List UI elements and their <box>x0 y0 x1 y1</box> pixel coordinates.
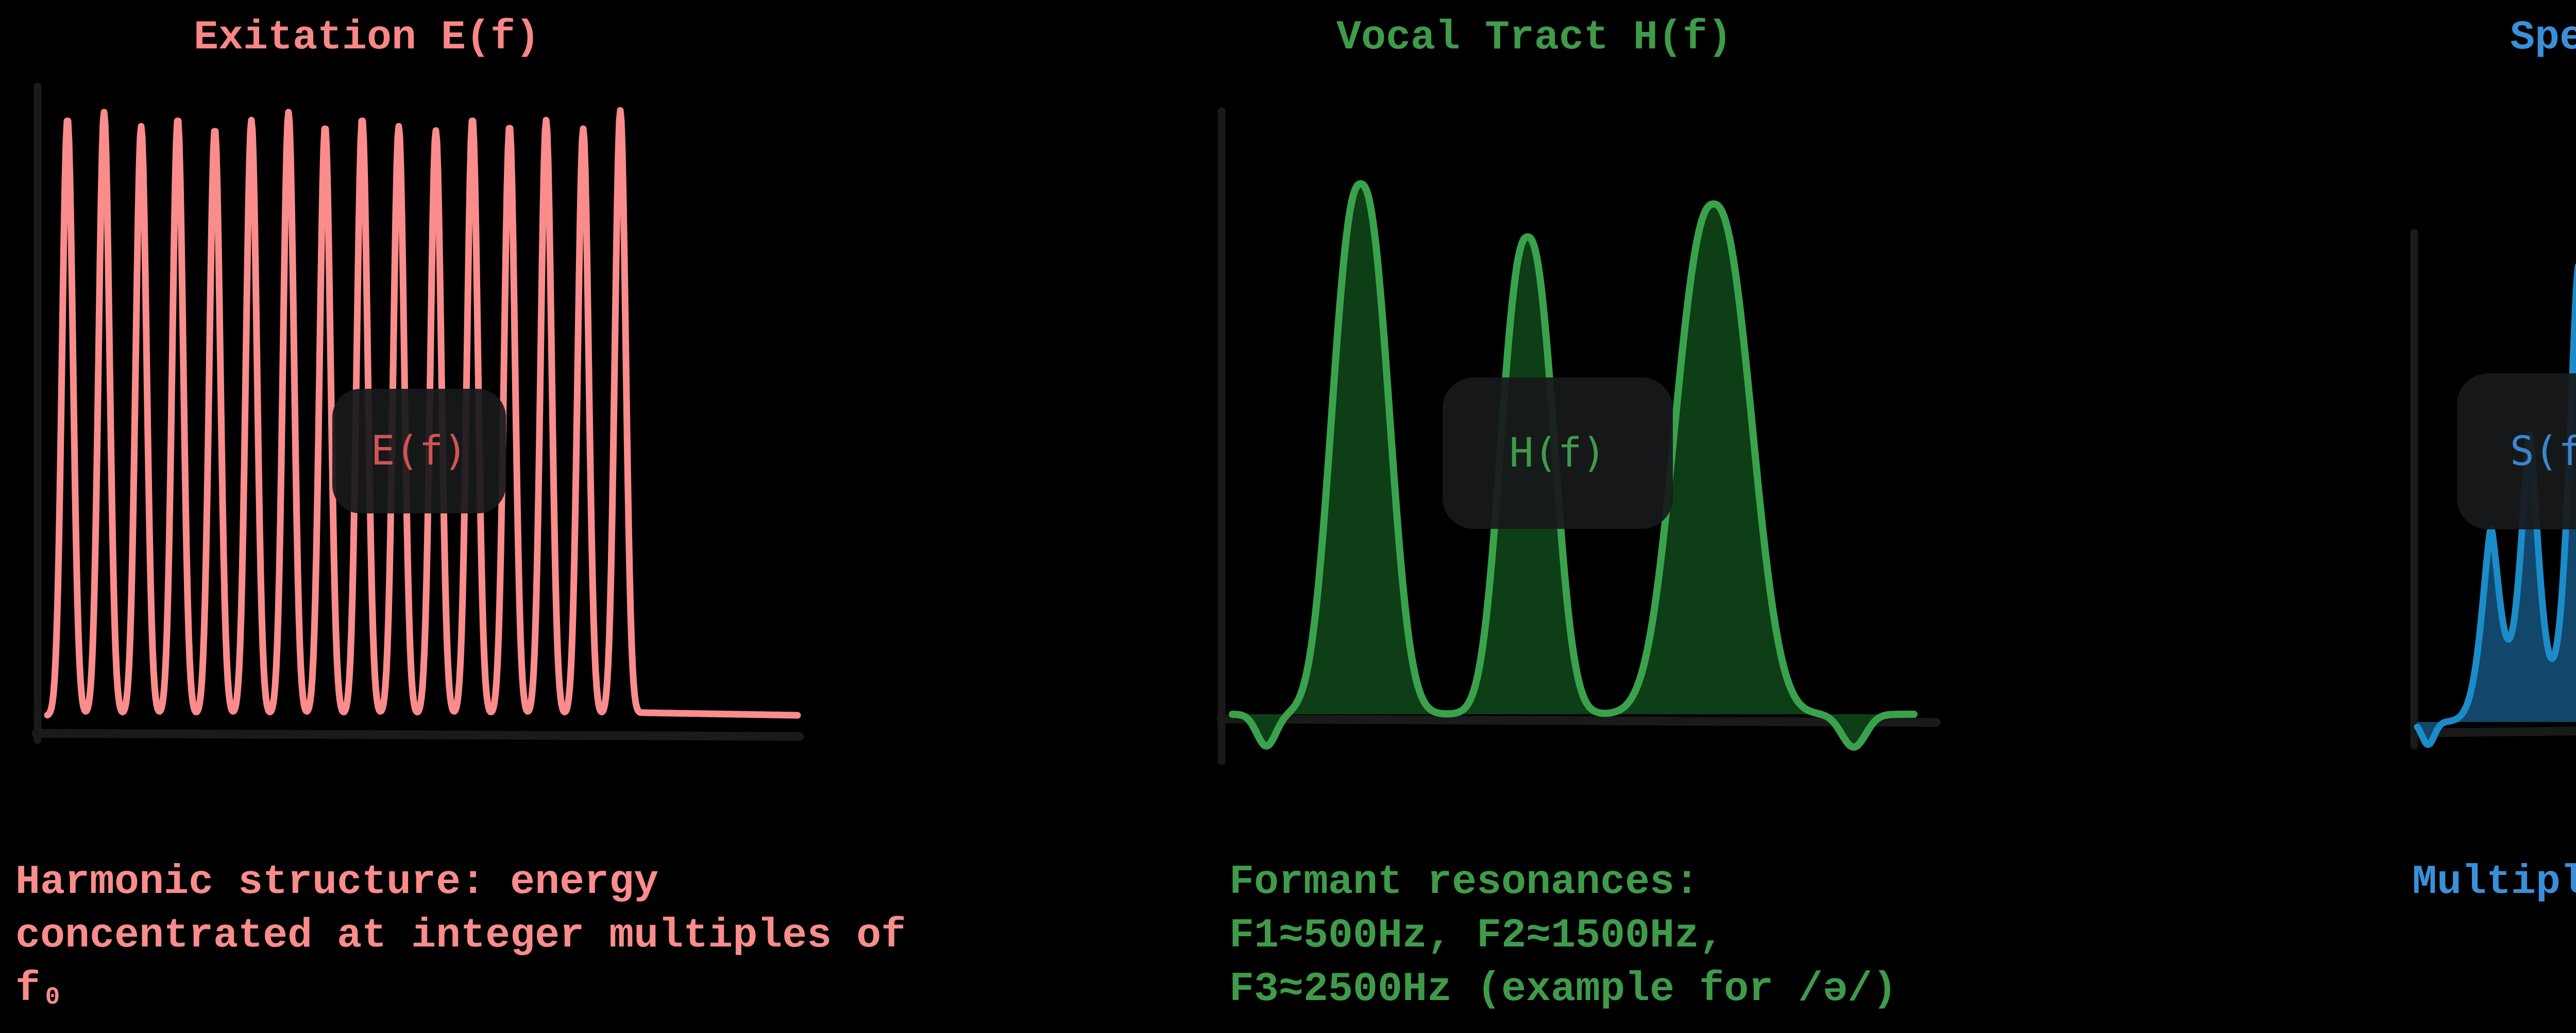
panel-title-vocal-tract: Vocal Tract H(f) <box>1336 14 1733 61</box>
panel-caption-speech: Multiplication in frequency domain <box>2412 859 2576 906</box>
axis-line <box>1216 714 1941 727</box>
speech-equation-label: S(f) = E(f).H(f) <box>2510 428 2576 475</box>
vocal-tract-curve <box>1229 180 1918 751</box>
label-box-vocal-tract: H(f) <box>1443 377 1673 529</box>
panel-title-speech: Speech S(f) <box>2510 14 2576 61</box>
label-box-excitation: E(f) <box>332 389 506 513</box>
label-box-speech: S(f) = E(f).H(f) <box>2457 373 2576 529</box>
axis-line <box>2417 727 2576 737</box>
axis-line <box>31 729 804 741</box>
excitation-curve <box>44 107 801 719</box>
panel-caption-vocal-tract: Formant resonances: F1≈500Hz, F2≈1500Hz,… <box>1229 859 1897 1013</box>
excitation-label: E(f) <box>370 428 468 474</box>
panel-title-excitation: Exitation E(f) <box>193 14 540 61</box>
vocal-tract-label: H(f) <box>1509 430 1606 476</box>
speech-curve <box>2414 263 2576 748</box>
speech-curve-fill <box>2417 292 2576 745</box>
panel-caption-excitation: Harmonic structure: energy concentrated … <box>15 859 906 1013</box>
